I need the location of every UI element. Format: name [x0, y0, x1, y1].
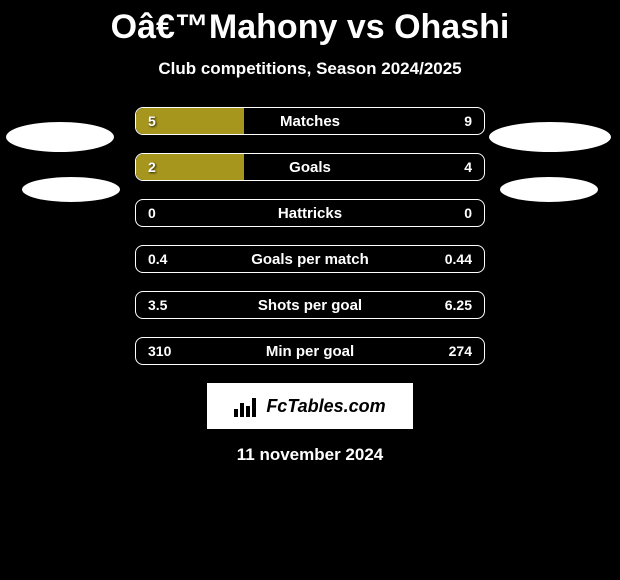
stat-bar-row: 00Hattricks [135, 199, 485, 227]
page-title: Oâ€™Mahony vs Ohashi [0, 0, 620, 47]
page-subtitle: Club competitions, Season 2024/2025 [0, 59, 620, 79]
date-line: 11 november 2024 [0, 445, 620, 465]
decorative-oval [22, 177, 120, 202]
bar-label: Hattricks [136, 200, 484, 226]
bars-icon [234, 395, 260, 417]
bar-label: Min per goal [136, 338, 484, 364]
bar-label: Goals per match [136, 246, 484, 272]
comparison-bars: 59Matches 24Goals 00Hattricks 0.40.44Goals … [135, 107, 485, 365]
bar-label: Goals [136, 154, 484, 180]
decorative-oval [6, 122, 114, 152]
stat-bar-row: 24Goals [135, 153, 485, 181]
stat-bar-row: 0.40.44Goals per match [135, 245, 485, 273]
stat-bar-row: 59Matches [135, 107, 485, 135]
footer-brand-badge: FcTables.com [207, 383, 413, 429]
bar-label: Matches [136, 108, 484, 134]
decorative-oval [489, 122, 611, 152]
decorative-oval [500, 177, 598, 202]
stat-bar-row: 3.56.25Shots per goal [135, 291, 485, 319]
bar-label: Shots per goal [136, 292, 484, 318]
stat-bar-row: 310274Min per goal [135, 337, 485, 365]
footer-brand-text: FcTables.com [266, 396, 385, 417]
